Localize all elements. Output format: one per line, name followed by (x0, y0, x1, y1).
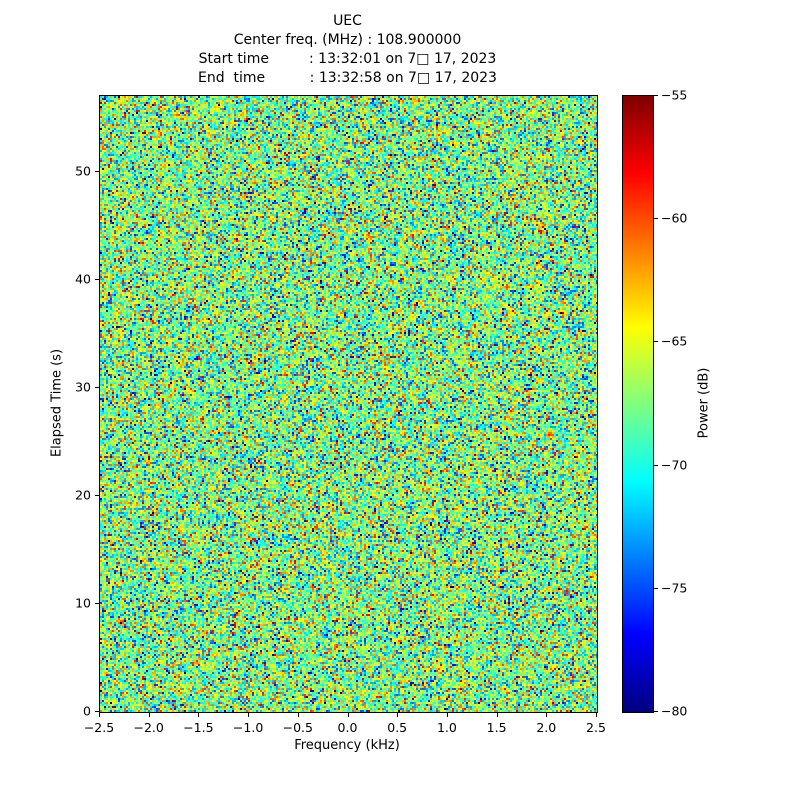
y-tick-mark (95, 170, 99, 172)
x-tick-mark (446, 713, 448, 717)
x-tick-mark (148, 713, 150, 717)
y-tick-mark (95, 278, 99, 280)
colorbar-tick-mark (654, 341, 658, 343)
colorbar-tick-label: −65 (661, 333, 688, 349)
y-tick-mark (95, 494, 99, 496)
chart-title: UEC (333, 13, 362, 29)
y-tick-label: 30 (75, 379, 91, 395)
end-time-line: End time : 13:32:58 on 7□ 17, 2023 (198, 70, 497, 86)
y-tick-label: 10 (75, 595, 91, 611)
x-tick-mark (99, 713, 100, 717)
x-tick-label: −2.0 (133, 720, 164, 735)
colorbar-tick-mark (654, 464, 658, 466)
y-tick-label: 20 (75, 487, 91, 503)
x-tick-mark (297, 713, 299, 717)
x-tick-label: 1.0 (436, 720, 457, 735)
colorbar-tick-label: −80 (661, 703, 688, 719)
y-tick-mark (95, 386, 99, 388)
x-tick-label: 2.5 (586, 720, 606, 735)
x-tick-mark (546, 713, 548, 717)
colorbar-tick-label: −70 (661, 457, 688, 473)
colorbar (622, 95, 654, 713)
x-tick-label: −1.0 (232, 720, 264, 735)
x-tick-label: −2.5 (83, 720, 115, 735)
colorbar-label: Power (dB) (696, 367, 712, 439)
x-tick-label: −0.5 (282, 720, 313, 735)
chart-header: UEC Center freq. (MHz) : 108.900000 Star… (99, 12, 596, 88)
x-tick-label: 0.0 (337, 720, 358, 735)
y-tick-label: 40 (75, 271, 91, 287)
colorbar-gradient (623, 96, 653, 712)
y-tick-mark (95, 711, 99, 712)
x-tick-mark (596, 713, 597, 717)
x-axis-label: Frequency (kHz) (294, 738, 400, 753)
x-tick-mark (397, 713, 399, 717)
x-tick-mark (198, 713, 200, 717)
center-freq-line: Center freq. (MHz) : 108.900000 (233, 32, 462, 48)
x-tick-label: −1.5 (183, 720, 214, 735)
y-tick-label: 50 (75, 163, 91, 179)
spectrogram-heatmap (100, 96, 597, 712)
y-tick-label: 0 (83, 703, 91, 719)
colorbar-tick-mark (654, 587, 658, 589)
colorbar-tick-label: −55 (661, 87, 688, 103)
colorbar-tick-mark (654, 218, 658, 220)
x-tick-label: 1.5 (486, 720, 507, 735)
colorbar-tick-mark (654, 711, 658, 712)
y-axis-label: Elapsed Time (s) (49, 348, 65, 458)
x-tick-mark (248, 713, 250, 717)
x-tick-mark (496, 713, 498, 717)
colorbar-tick-mark (654, 95, 658, 96)
x-tick-label: 0.5 (387, 720, 408, 735)
y-tick-mark (95, 602, 99, 604)
x-tick-label: 2.0 (536, 720, 557, 735)
x-tick-mark (347, 713, 349, 717)
spectrogram-plot-area (99, 95, 598, 713)
start-time-line: Start time : 13:32:01 on 7□ 17, 2023 (198, 51, 497, 67)
colorbar-tick-label: −75 (661, 580, 688, 596)
colorbar-tick-label: −60 (661, 210, 688, 226)
